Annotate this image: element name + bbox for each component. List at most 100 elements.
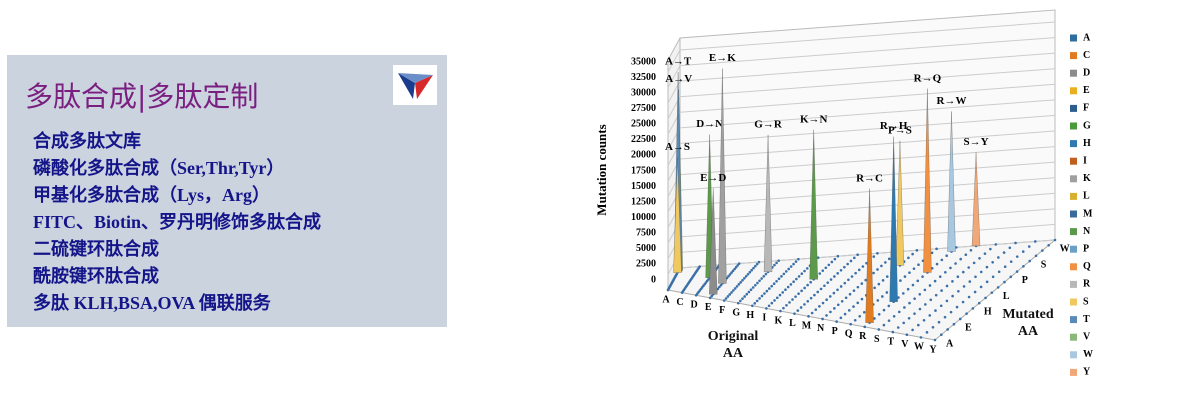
floor-dot (751, 286, 755, 289)
grid-line (679, 208, 1056, 238)
floor-dot (911, 328, 914, 332)
legend-swatch (1070, 140, 1077, 148)
floor-dot (885, 291, 889, 294)
floor-dot (736, 301, 740, 305)
floor-dot (876, 299, 880, 302)
legend-swatch (1070, 210, 1077, 218)
floor-dot (917, 323, 920, 327)
x-tick-label: I (762, 313, 766, 324)
floor-dot (743, 276, 746, 280)
floor-dot (853, 256, 856, 260)
floor-dot (719, 283, 723, 287)
floor-dot (760, 277, 763, 280)
floor-dot (775, 261, 778, 265)
legend-label: Y (1083, 367, 1091, 378)
floor-dot (863, 325, 867, 329)
ad-line: 合成多肽文库 (33, 131, 141, 151)
floor-dot (730, 291, 733, 294)
floor-dot (897, 310, 901, 314)
x-tick-label: N (817, 323, 825, 334)
floor-dot (747, 290, 751, 294)
floor-dot (973, 290, 977, 294)
x-tick-label: T (888, 336, 895, 347)
floor-dot (794, 295, 797, 298)
floor-dot (946, 328, 949, 331)
floor-dot (937, 320, 941, 324)
floor-dot (830, 260, 834, 264)
floor-dot (848, 292, 852, 296)
floor-dot (877, 282, 881, 286)
spike-label: A→V (665, 73, 692, 85)
floor-dot (949, 310, 953, 314)
floor-dot (912, 267, 916, 270)
floor-dot (1015, 255, 1019, 258)
floor-dot (816, 256, 820, 259)
floor-dot (911, 252, 914, 256)
floor-dot (957, 289, 960, 293)
floor-dot (753, 302, 757, 305)
floor-dot (977, 301, 981, 305)
legend-label: W (1083, 349, 1093, 360)
floor-dot (785, 303, 788, 307)
x-tick-label: F (719, 305, 725, 316)
legend-swatch (1070, 69, 1077, 77)
floor-dot (962, 285, 966, 288)
floor-dot (949, 266, 952, 270)
floor-dot (872, 271, 875, 275)
floor-dot (826, 281, 830, 284)
floor-dot (997, 270, 1001, 274)
spike (709, 188, 718, 295)
floor-dot (748, 270, 752, 274)
ad-line: 二硫键环肽合成 (33, 239, 159, 259)
x-tick-label: S (874, 334, 880, 345)
floor-dot (800, 272, 804, 276)
floor-dot (857, 268, 861, 272)
floor-dot (989, 247, 992, 251)
floor-dot (823, 284, 826, 288)
grid-line (679, 83, 1056, 113)
floor-dot (1034, 254, 1038, 258)
floor-dot (961, 270, 965, 274)
floor-dot (749, 288, 753, 292)
x-tick-label: W (914, 342, 924, 353)
floor-dot (765, 289, 769, 293)
floor-dot (753, 264, 757, 268)
floor-dot (899, 279, 902, 282)
floor-dot (836, 272, 839, 275)
floor-dot (967, 295, 971, 299)
floor-dot (1022, 265, 1025, 268)
x-tick-label: P (832, 326, 838, 337)
ad-title: 多肽合成|多肽定制 (25, 80, 259, 113)
floor-dot (887, 257, 891, 261)
floor-dot (1027, 245, 1031, 248)
floor-dot (907, 316, 911, 320)
legend-swatch (1070, 175, 1077, 183)
floor-dot (789, 265, 793, 268)
spike (865, 188, 874, 323)
floor-dot (911, 283, 915, 287)
floor-dot (985, 265, 989, 269)
floor-dot (901, 292, 905, 295)
floor-dot (876, 251, 879, 255)
floor-dot (821, 301, 825, 305)
x-tick-label: C (676, 297, 683, 308)
spike (947, 111, 956, 252)
floor-dot (807, 315, 810, 318)
y-tick-label: 22500 (631, 134, 656, 145)
spike-label: E→K (709, 52, 736, 64)
legend-swatch (1070, 87, 1077, 95)
floor-dot (797, 275, 801, 278)
floor-dot (794, 260, 798, 263)
floor-dot (1002, 251, 1006, 254)
floor-dot (821, 317, 824, 321)
floor-dot (821, 269, 825, 272)
floor-dot (733, 267, 736, 271)
z-tick-label: S (1041, 259, 1047, 270)
floor-dot (755, 262, 759, 266)
legend-label: N (1083, 226, 1091, 237)
floor-dot (797, 292, 800, 296)
floor-dot (882, 323, 886, 327)
floor-dot (780, 275, 783, 278)
floor-dot (756, 281, 759, 285)
floor-dot (772, 282, 776, 286)
